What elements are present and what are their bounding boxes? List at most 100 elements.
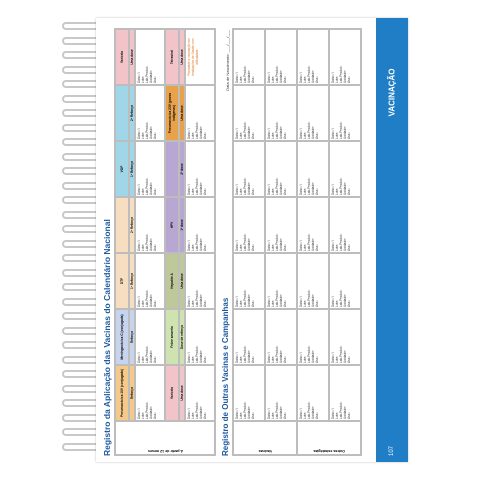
vaccine-header: DTP <box>115 253 129 309</box>
record-field: Ass.: <box>315 131 319 139</box>
record-cell[interactable]: Data: / / Lote: Lab.Produt.: Unidade: Ass.: <box>233 29 265 85</box>
record-cell[interactable]: Data: / / Lote: Lab.Produt.: Unidade: Ass.: <box>135 253 165 309</box>
register2-title: Registro de Outras Vacinas e Campanhas <box>221 297 230 456</box>
record-field: Ass.: <box>153 411 157 419</box>
record-cell[interactable]: Data: / / Lote: Lab.Produt.: Unidade: Ass.: <box>233 253 265 309</box>
record-cell[interactable]: Data: / / Lote: Lab.Produt.: Unidade: Ass.: <box>185 365 215 421</box>
vaccine-header: Varicela <box>115 29 129 85</box>
record-field: Ass.: <box>203 355 207 363</box>
record-field: Ass.: <box>283 299 287 307</box>
record-cell[interactable]: Data: / / Lote: Lab.Produt.: Unidade: Ass.: <box>265 197 297 253</box>
record-cell[interactable]: Data: / / Lote: Lab.Produt.: Unidade: Ass.: <box>265 85 297 141</box>
register1-title: Registro da Aplicação das Vacinas do Cal… <box>102 219 112 456</box>
record-cell[interactable]: Data: / / Lote: Lab.Produt.: Unidade: Ass.: <box>297 365 329 421</box>
record-cell[interactable]: Data: / / Lote: Lab.Produt.: Unidade: Ass.: <box>185 197 215 253</box>
record-field: Ass.: <box>347 243 351 251</box>
record-field: Ass.: <box>153 243 157 251</box>
record-cell[interactable]: Data: / / Lote: Lab.Produt.: Unidade: Ass.: <box>233 141 265 197</box>
rotated-content: Registro da Aplicação das Vacinas do Cal… <box>102 28 370 456</box>
priority-note: Prioridade a vacinação em Instituições d… <box>185 29 215 85</box>
register2-header: Registro de Outras Vacinas e Campanhas D… <box>221 30 230 456</box>
record-cell[interactable]: Data: / / Lote: Lab.Produt.: Unidade: Ass.: <box>185 85 215 141</box>
record-field: Ass.: <box>347 131 351 139</box>
vaccine-header <box>115 85 129 141</box>
record-cell[interactable]: Data: / / Lote: Lab.Produt.: Unidade: Ass.: <box>265 309 297 365</box>
record-cell[interactable]: Data: / / Lote: Lab.Produt.: Unidade: Ass.: <box>329 197 361 253</box>
record-field: Ass.: <box>283 75 287 83</box>
record-field: Ass.: <box>315 299 319 307</box>
record-cell[interactable]: Data: / / Lote: Lab.Produt.: Unidade: Ass.: <box>233 309 265 365</box>
record-field: Ass.: <box>153 355 157 363</box>
record-field: Ass.: <box>153 187 157 195</box>
record-field: Ass.: <box>283 411 287 419</box>
record-field: Ass.: <box>315 75 319 83</box>
record-field: Ass.: <box>347 75 351 83</box>
record-cell[interactable]: Data: / / Lote: Lab.Produt.: Unidade: Ass.: <box>265 365 297 421</box>
record-field: Ass.: <box>203 131 207 139</box>
record-field: Ass.: <box>283 355 287 363</box>
record-cell[interactable]: Data: / / Lote: Lab.Produt.: Unidade: Ass.: <box>185 253 215 309</box>
record-field: Ass.: <box>283 131 287 139</box>
section-label: VACINAÇÃO <box>387 68 397 117</box>
record-field: Ass.: <box>251 131 255 139</box>
record-cell[interactable]: Data: / / Lote: Lab.Produt.: Unidade: Ass.: <box>297 141 329 197</box>
record-cell[interactable]: Data: / / Lote: Lab.Produt.: Unidade: Ass.: <box>135 309 165 365</box>
record-field: Ass.: <box>347 299 351 307</box>
vaccine-header: Hepatite A <box>165 253 179 309</box>
record-cell[interactable]: Data: / / Lote: Lab.Produt.: Unidade: Ass.: <box>297 85 329 141</box>
record-field: Ass.: <box>203 187 207 195</box>
record-field: Ass.: <box>251 355 255 363</box>
section-sidebar: VACINAÇÃO 107 <box>376 18 408 462</box>
record-cell[interactable]: Data: / / Lote: Lab.Produt.: Unidade: Ass.: <box>185 309 215 365</box>
record-field: Ass.: <box>203 243 207 251</box>
record-cell[interactable]: Data: / / Lote: Lab.Produt.: Unidade: Ass.: <box>329 253 361 309</box>
record-field: Ass.: <box>315 355 319 363</box>
record-field: Ass.: <box>347 187 351 195</box>
record-cell[interactable]: Data: / / Lote: Lab.Produt.: Unidade: Ass.: <box>297 197 329 253</box>
record-field: Ass.: <box>283 243 287 251</box>
record-cell[interactable]: Data: / / Lote: Lab.Produt.: Unidade: Ass.: <box>297 253 329 309</box>
record-cell[interactable]: Data: / / Lote: Lab.Produt.: Unidade: Ass.: <box>135 197 165 253</box>
record-field: Ass.: <box>153 299 157 307</box>
record-cell[interactable]: Data: / / Lote: Lab.Produt.: Unidade: Ass.: <box>297 309 329 365</box>
other-vaccines-table: Vacinas Data: / / Lote: Lab.Produt.: Unidade… <box>232 28 362 456</box>
record-field: Ass.: <box>203 299 207 307</box>
record-cell[interactable]: Data: / / Lote: Lab.Produt.: Unidade: Ass.: <box>265 141 297 197</box>
record-cell[interactable]: Data: / / Lote: Lab.Produt.: Unidade: Ass.: <box>135 141 165 197</box>
record-field: Ass.: <box>251 411 255 419</box>
record-field: Ass.: <box>315 243 319 251</box>
vaccine-table: A partir de 12 meses Pneumocócica 10V (co… <box>114 28 216 456</box>
record-cell[interactable]: Data: / / Lote: Lab.Produt.: Unidade: Ass.: <box>329 141 361 197</box>
birth-date-field[interactable]: Data de Nascimento: ___/___/___ <box>225 30 230 91</box>
age-label: A partir de 12 meses <box>115 421 215 455</box>
vaccine-header: Tetraviral <box>165 29 179 85</box>
record-cell[interactable]: Data: / / Lote: Lab.Produt.: Unidade: Ass.: <box>233 365 265 421</box>
record-cell[interactable]: Data: / / Lote: Lab.Produt.: Unidade: Ass.: <box>329 85 361 141</box>
vaccine-header: VOP <box>115 141 129 197</box>
page-number: 107 <box>389 445 395 457</box>
record-cell[interactable]: Data: / / Lote: Lab.Produt.: Unidade: Ass.: <box>265 29 297 85</box>
vaccine-header: Pneumocócica 23V (povos indígenas) <box>165 85 179 141</box>
record-cell[interactable]: Data: / / Lote: Lab.Produt.: Unidade: Ass.: <box>329 309 361 365</box>
record-cell[interactable]: Data: / / Lote: Lab.Produt.: Unidade: Ass.: <box>135 365 165 421</box>
record-field: Ass.: <box>315 411 319 419</box>
record-field: Ass.: <box>347 355 351 363</box>
record-field: Ass.: <box>347 411 351 419</box>
record-cell[interactable]: Data: / / Lote: Lab.Produt.: Unidade: Ass.: <box>233 197 265 253</box>
vaccine-header: HPV <box>165 197 179 253</box>
record-cell[interactable]: Data: / / Lote: Lab.Produt.: Unidade: Ass.: <box>265 253 297 309</box>
record-cell[interactable]: Data: / / Lote: Lab.Produt.: Unidade: Ass.: <box>135 85 165 141</box>
record-field: Ass.: <box>251 299 255 307</box>
record-cell[interactable]: Data: / / Lote: Lab.Produt.: Unidade: Ass.: <box>329 29 361 85</box>
vaccine-header: Febre amarela <box>165 309 179 365</box>
record-cell[interactable]: Data: / / Lote: Lab.Produt.: Unidade: Ass.: <box>233 85 265 141</box>
record-cell[interactable]: Data: / / Lote: Lab.Produt.: Unidade: Ass.: <box>135 29 165 85</box>
record-cell[interactable]: Data: / / Lote: Lab.Produt.: Unidade: Ass.: <box>185 141 215 197</box>
record-field: Ass.: <box>203 411 207 419</box>
record-cell[interactable]: Data: / / Lote: Lab.Produt.: Unidade: Ass.: <box>297 29 329 85</box>
booklet-page: Registro da Aplicação das Vacinas do Cal… <box>96 18 408 462</box>
record-field: Ass.: <box>251 187 255 195</box>
vaccine-header <box>115 197 129 253</box>
record-field: Ass.: <box>153 75 157 83</box>
record-cell[interactable]: Data: / / Lote: Lab.Produt.: Unidade: Ass.: <box>329 365 361 421</box>
